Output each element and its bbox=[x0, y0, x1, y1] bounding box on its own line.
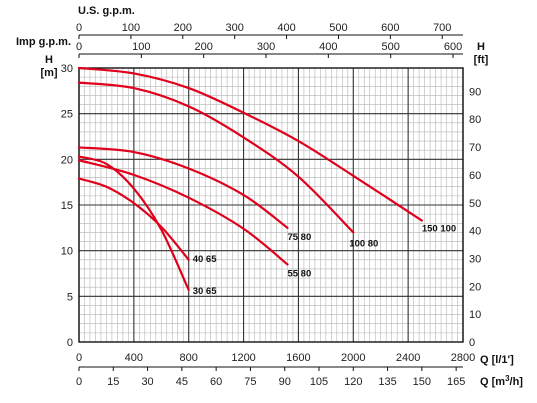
curve-40-65 bbox=[77, 177, 190, 261]
h-ft-tick-label: 10 bbox=[469, 309, 481, 321]
q-lpm-tick-label: 1200 bbox=[231, 352, 255, 364]
left-axis-label-unit: [m] bbox=[40, 67, 57, 79]
m3h-tick-label: 90 bbox=[279, 376, 291, 388]
q-lpm-tick-label: 800 bbox=[180, 352, 198, 364]
imp-gpm-tick-label: 200 bbox=[194, 41, 212, 53]
q-lpm-tick-label: 400 bbox=[125, 352, 143, 364]
us-gpm-tick-label: 200 bbox=[174, 22, 192, 34]
curve-55-80 bbox=[77, 159, 289, 266]
h-ft-tick-label: 80 bbox=[469, 114, 481, 126]
q-m3h-label-sup: 3 bbox=[505, 374, 510, 383]
q-lpm-tick-label: 2800 bbox=[451, 352, 475, 364]
grid bbox=[78, 67, 464, 343]
imp-gpm-tick-label: 300 bbox=[257, 41, 275, 53]
imp-gpm-axis-label: Imp g.p.m. bbox=[16, 36, 71, 48]
h-m-tick-label: 0 bbox=[67, 337, 73, 349]
us-gpm-tick-label: 400 bbox=[277, 22, 295, 34]
plot-border bbox=[78, 67, 464, 343]
h-m-tick-label: 25 bbox=[61, 109, 73, 121]
curve-labels: 30 65 40 65 55 80 75 80 100 80 150 100 bbox=[193, 224, 456, 297]
curve-label-75-80: 75 80 bbox=[287, 232, 311, 243]
imp-gpm-tick-label: 600 bbox=[444, 41, 462, 53]
curves bbox=[77, 66, 423, 292]
curve-label-40-65: 40 65 bbox=[193, 254, 217, 265]
us-gpm-axis-label: U.S. g.p.m. bbox=[78, 5, 135, 17]
h-ft-tick-label: 40 bbox=[469, 226, 481, 238]
imp-gpm-tick-label: 400 bbox=[319, 41, 337, 53]
us-gpm-tick-label: 0 bbox=[76, 22, 82, 34]
plot-frame bbox=[78, 34, 464, 368]
h-ft-tick-label: 30 bbox=[469, 253, 481, 265]
us-gpm-tick-label: 300 bbox=[225, 22, 243, 34]
curve-label-150-100: 150 100 bbox=[422, 224, 456, 235]
m3h-tick-label: 0 bbox=[76, 376, 82, 388]
curve-30-65 bbox=[77, 155, 190, 292]
m3h-tick-label: 15 bbox=[107, 376, 119, 388]
imp-gpm-tick-label: 100 bbox=[132, 41, 150, 53]
curve-100-80 bbox=[77, 81, 355, 234]
m3h-tick-label: 135 bbox=[378, 376, 396, 388]
q-lpm-axis-label: Q [l/1'] bbox=[480, 354, 514, 366]
imp-gpm-tick-label: 500 bbox=[382, 41, 400, 53]
m3h-tick-label: 105 bbox=[310, 376, 328, 388]
h-ft-tick-label: 90 bbox=[469, 86, 481, 98]
h-m-tick-label: 10 bbox=[61, 246, 73, 258]
us-gpm-tick-label: 100 bbox=[122, 22, 140, 34]
h-ft-tick-label: 50 bbox=[469, 198, 481, 210]
m3h-tick-label: 75 bbox=[244, 376, 256, 388]
q-m3h-axis-label: Q [m3/h] bbox=[480, 374, 523, 388]
q-lpm-tick-label: 2000 bbox=[341, 352, 365, 364]
q-lpm-tick-label: 0 bbox=[76, 352, 82, 364]
m3h-tick-label: 30 bbox=[141, 376, 153, 388]
curve-150-100 bbox=[77, 66, 423, 222]
curve-label-100-80: 100 80 bbox=[349, 238, 378, 249]
axis-headers: U.S. g.p.m. Imp g.p.m. H [m] H [ft] Q [l… bbox=[16, 5, 523, 388]
curve-label-30-65: 30 65 bbox=[193, 286, 217, 297]
left-axis-label-h: H bbox=[45, 54, 53, 66]
curve-75-80 bbox=[77, 146, 289, 229]
h-m-tick-label: 15 bbox=[61, 200, 73, 212]
us-gpm-tick-label: 600 bbox=[381, 22, 399, 34]
h-ft-tick-label: 20 bbox=[469, 281, 481, 293]
curve-label-55-80: 55 80 bbox=[287, 268, 311, 279]
m3h-tick-label: 45 bbox=[176, 376, 188, 388]
m3h-tick-label: 165 bbox=[447, 376, 465, 388]
us-gpm-tick-label: 700 bbox=[433, 22, 451, 34]
m3h-tick-label: 150 bbox=[413, 376, 431, 388]
q-lpm-tick-label: 1600 bbox=[286, 352, 310, 364]
m3h-tick-label: 60 bbox=[210, 376, 222, 388]
h-ft-tick-label: 0 bbox=[469, 337, 475, 349]
h-ft-tick-label: 60 bbox=[469, 170, 481, 182]
h-ft-tick-label: 70 bbox=[469, 142, 481, 154]
imp-gpm-tick-label: 0 bbox=[76, 41, 82, 53]
h-m-tick-label: 30 bbox=[61, 63, 73, 75]
m3h-tick-label: 120 bbox=[344, 376, 362, 388]
us-gpm-tick-label: 500 bbox=[329, 22, 347, 34]
h-m-tick-label: 20 bbox=[61, 154, 73, 166]
right-axis-label-h: H bbox=[477, 41, 485, 53]
h-m-tick-label: 5 bbox=[67, 291, 73, 303]
q-m3h-label-end: /h] bbox=[510, 376, 524, 388]
q-m3h-label-main: Q [m bbox=[480, 376, 505, 388]
right-axis-label-unit: [ft] bbox=[474, 54, 489, 66]
q-lpm-tick-label: 2400 bbox=[396, 352, 420, 364]
